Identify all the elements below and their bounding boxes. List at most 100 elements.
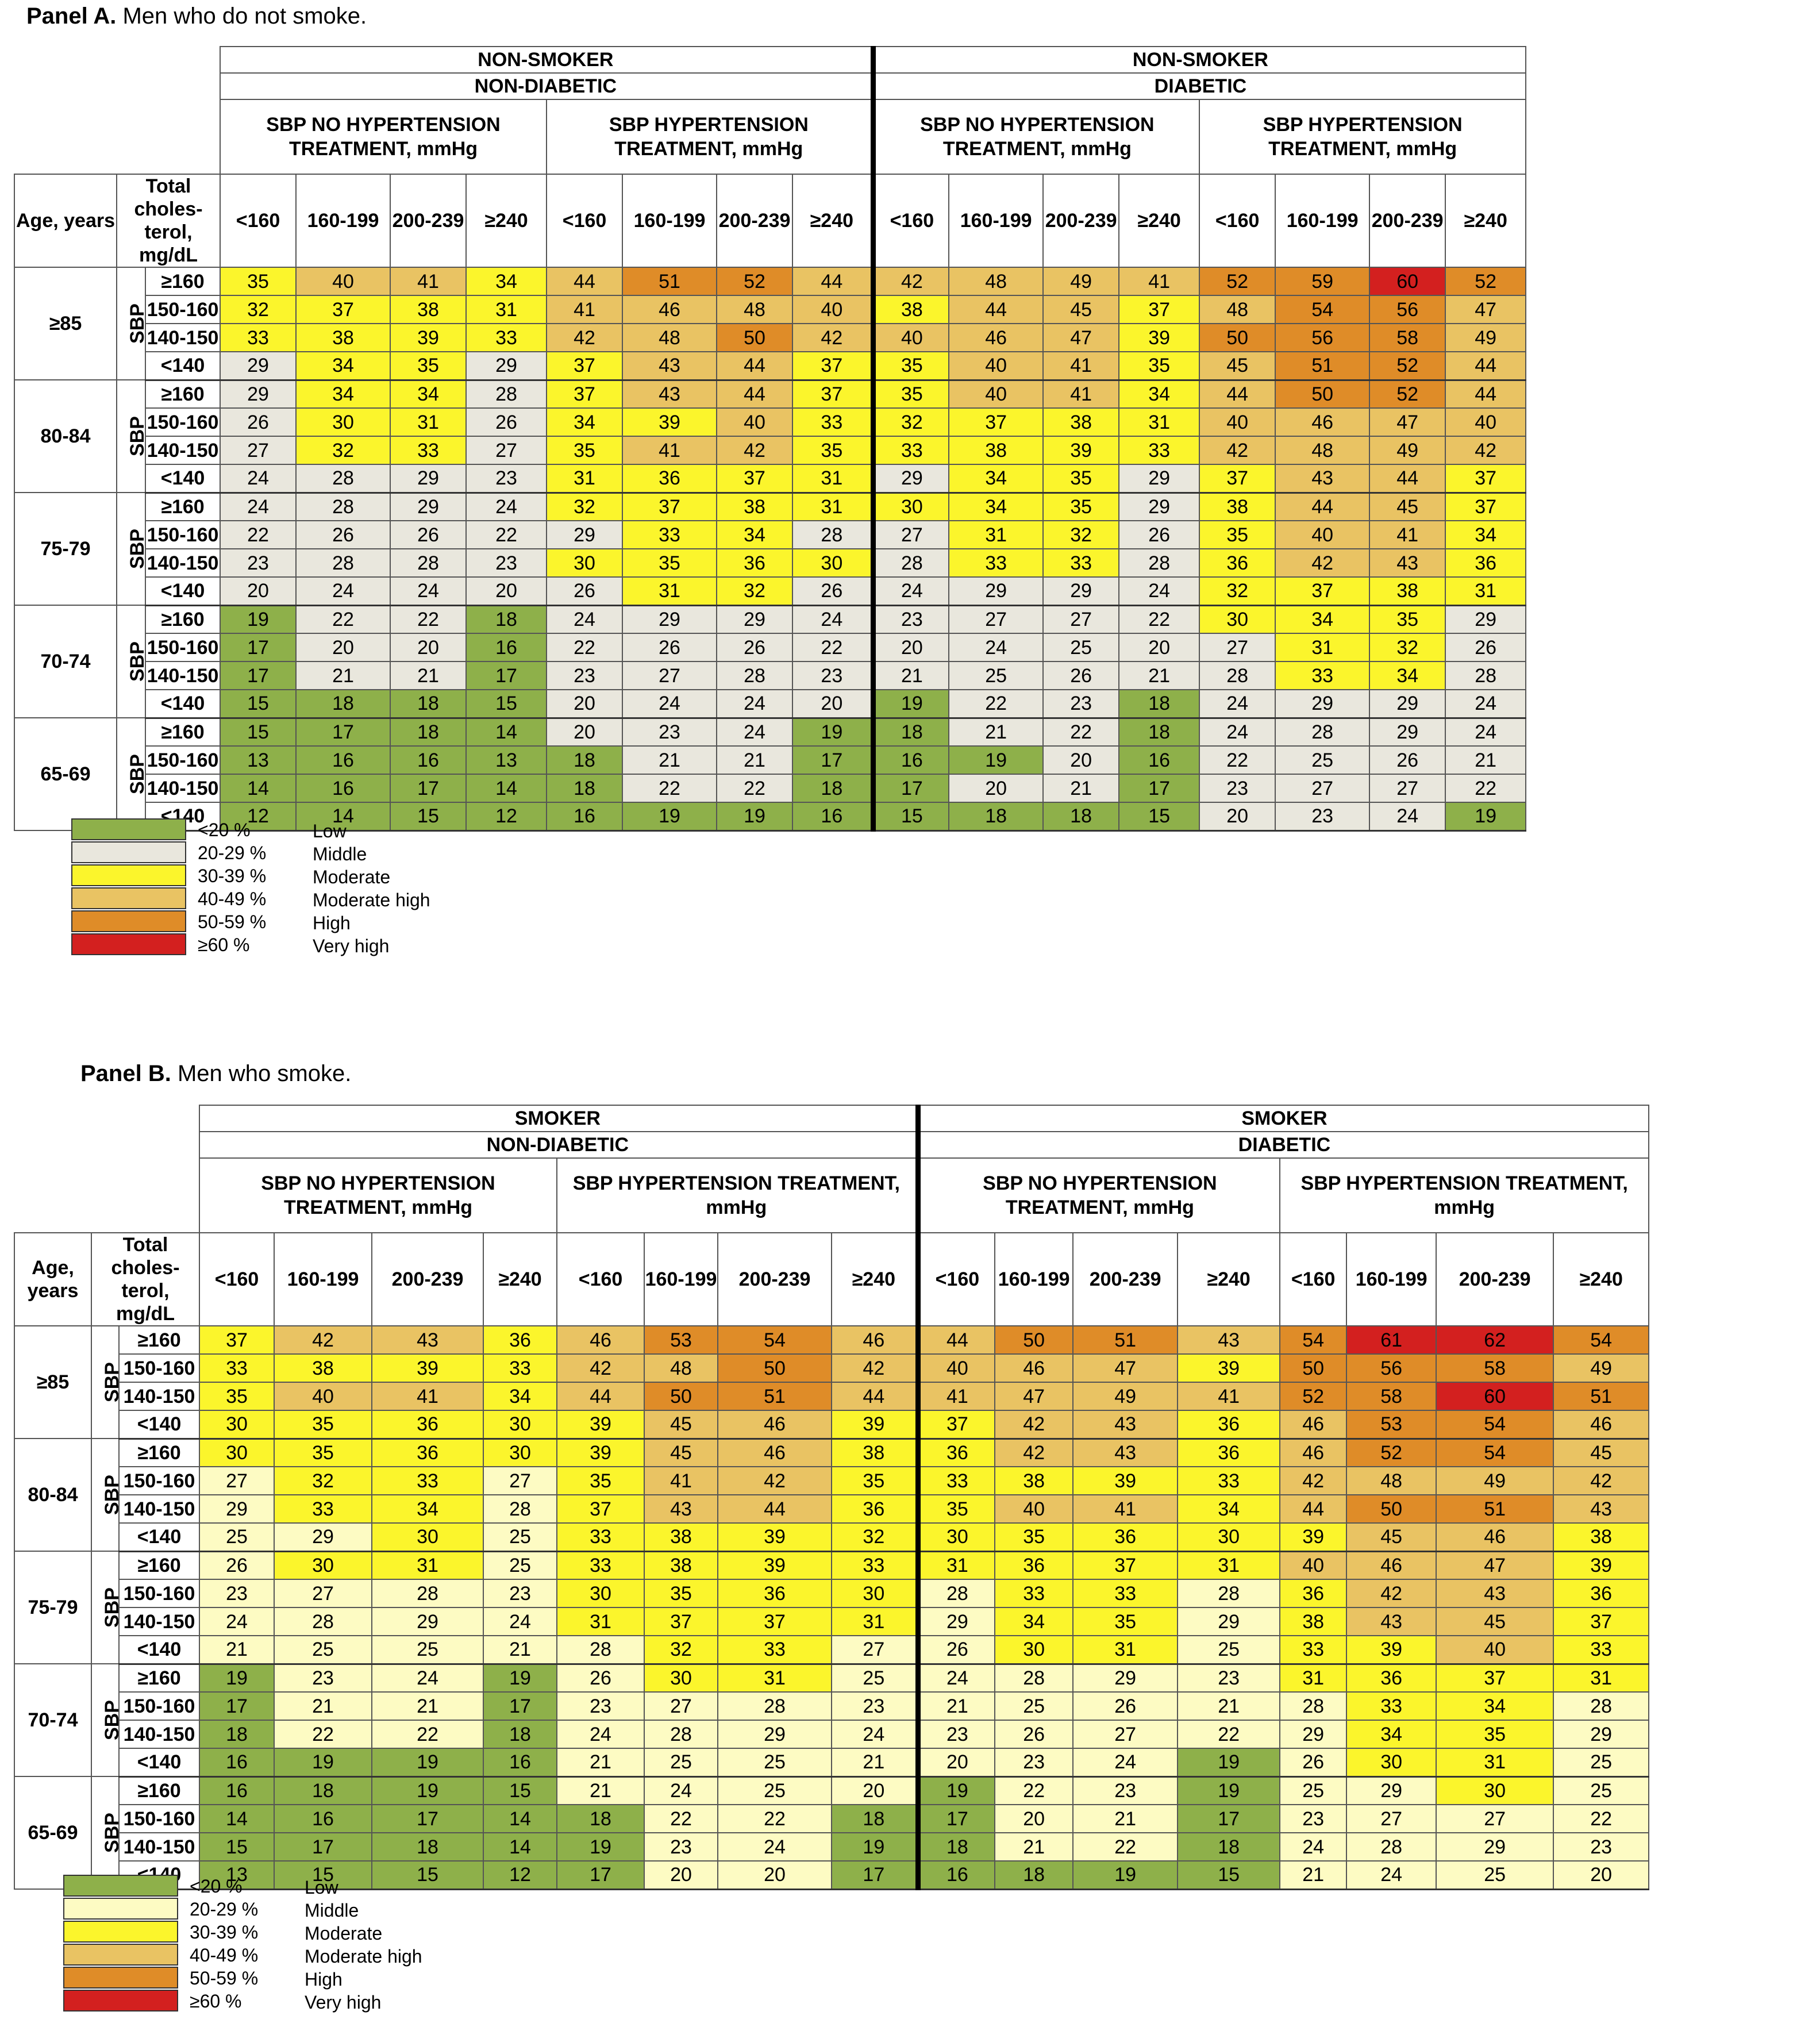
risk-cell: 34 (948, 492, 1044, 521)
risk-cell: 33 (717, 1635, 833, 1665)
sbp-category: ≥160 (144, 492, 221, 521)
risk-cell: 25 (1279, 1776, 1348, 1805)
risk-cell: 36 (716, 548, 794, 578)
risk-cell: 34 (716, 520, 794, 549)
risk-cell: 31 (1436, 1748, 1554, 1778)
risk-cell: 43 (1553, 1494, 1650, 1524)
risk-cell: 31 (831, 1607, 921, 1636)
risk-cell: 47 (1042, 323, 1120, 352)
risk-cell: 27 (483, 1466, 558, 1495)
risk-cell: 29 (274, 1522, 373, 1552)
risk-cell: 26 (465, 407, 548, 437)
risk-cell: 22 (546, 633, 624, 662)
legend-range: 40-49 % (190, 1945, 259, 1966)
legend-item: <20 % Low (63, 1875, 431, 1898)
risk-cell: 38 (831, 1438, 921, 1467)
age-group: 80-84 (14, 379, 117, 493)
risk-cell: 28 (295, 492, 391, 521)
risk-cell: 37 (792, 379, 876, 409)
sbp-category: <140 (118, 1748, 201, 1778)
risk-cell: 38 (1369, 576, 1446, 606)
risk-cell: 16 (872, 745, 950, 775)
risk-cell: 50 (644, 1382, 719, 1411)
risk-cell: 19 (948, 745, 1044, 775)
risk-cell: 24 (831, 1720, 921, 1749)
risk-cell: 22 (220, 520, 297, 549)
risk-cell: 23 (1177, 1663, 1281, 1693)
risk-cell: 43 (1369, 548, 1446, 578)
risk-cell: 46 (717, 1410, 833, 1440)
risk-cell: 21 (1118, 661, 1200, 690)
risk-cell: 43 (1177, 1325, 1281, 1355)
risk-cell: 46 (1275, 407, 1371, 437)
risk-cell: 29 (1369, 689, 1446, 719)
risk-cell: 42 (1346, 1579, 1437, 1608)
risk-cell: 42 (546, 323, 624, 352)
risk-cell: 28 (1445, 661, 1527, 690)
cholesterol-category: ≥240 (1553, 1232, 1650, 1326)
risk-cell: 23 (483, 1579, 558, 1608)
risk-cell: 25 (1042, 633, 1120, 662)
risk-cell: 28 (295, 464, 391, 494)
risk-cell: 36 (1177, 1438, 1281, 1467)
risk-cell: 34 (483, 1382, 558, 1411)
risk-cell: 25 (994, 1691, 1074, 1721)
risk-cell: 30 (371, 1522, 484, 1552)
risk-cell: 54 (1279, 1325, 1348, 1355)
panel-label: Panel B. (80, 1061, 171, 1086)
cholesterol-category: 160-199 (644, 1232, 719, 1326)
risk-cell: 48 (1346, 1466, 1437, 1495)
risk-cell: 17 (199, 1691, 275, 1721)
legend-range: ≥60 % (198, 934, 250, 955)
risk-cell: 23 (1279, 1804, 1348, 1833)
risk-cell: 17 (465, 661, 548, 690)
risk-cell: 33 (1177, 1466, 1281, 1495)
treatment-header: SBP HYPERTENSION TREATMENT, mmHg (1279, 1157, 1650, 1233)
legend-range: 20-29 % (190, 1899, 259, 1920)
risk-cell: 27 (220, 436, 297, 465)
risk-cell: 24 (917, 1663, 996, 1693)
legend-item: <20 % Low (71, 818, 439, 841)
risk-cell: 30 (917, 1522, 996, 1552)
risk-cell: 23 (274, 1663, 373, 1693)
age-group: 65-69 (14, 717, 117, 831)
legend-level: Low (313, 821, 347, 841)
risk-cell: 14 (199, 1804, 275, 1833)
risk-cell: 20 (831, 1776, 921, 1805)
risk-cell: 34 (948, 464, 1044, 494)
risk-cell: 26 (1369, 745, 1446, 775)
risk-cell: 25 (717, 1776, 833, 1805)
risk-cell: 20 (717, 1860, 833, 1890)
risk-cell: 42 (831, 1353, 921, 1383)
risk-cell: 19 (831, 1832, 921, 1862)
risk-cell: 50 (994, 1325, 1074, 1355)
risk-cell: 29 (1072, 1663, 1179, 1693)
legend-swatch (71, 933, 186, 955)
risk-cell: 35 (1436, 1720, 1554, 1749)
cholesterol-category: 160-199 (948, 174, 1044, 268)
legend-swatch (71, 864, 186, 886)
smoking-status-header: SMOKER (199, 1105, 921, 1132)
cholesterol-category: 200-239 (1369, 174, 1446, 268)
risk-cell: 39 (1177, 1353, 1281, 1383)
risk-cell: 31 (1553, 1663, 1650, 1693)
risk-table: SMOKER SMOKER NON-DIABETIC DIABETIC SBP NO H… (14, 1105, 1650, 1890)
risk-cell: 53 (1346, 1410, 1437, 1440)
risk-cell: 32 (295, 436, 391, 465)
risk-cell: 35 (274, 1410, 373, 1440)
risk-cell: 31 (465, 295, 548, 324)
cholesterol-category: 160-199 (1275, 174, 1371, 268)
risk-cell: 24 (483, 1607, 558, 1636)
diabetes-status-header: NON-DIABETIC (199, 1131, 921, 1159)
risk-cell: 52 (716, 267, 794, 296)
risk-cell: 25 (199, 1522, 275, 1552)
risk-cell: 21 (556, 1748, 645, 1778)
risk-cell: 20 (792, 689, 876, 719)
legend-swatch (63, 1898, 178, 1920)
risk-cell: 36 (1445, 548, 1527, 578)
risk-cell: 52 (1369, 351, 1446, 381)
legend-range: 50-59 % (190, 1968, 259, 1989)
risk-cell: 39 (556, 1410, 645, 1440)
treatment-header: SBP NO HYPERTENSION TREATMENT, mmHg (220, 99, 548, 175)
risk-cell: 41 (371, 1382, 484, 1411)
